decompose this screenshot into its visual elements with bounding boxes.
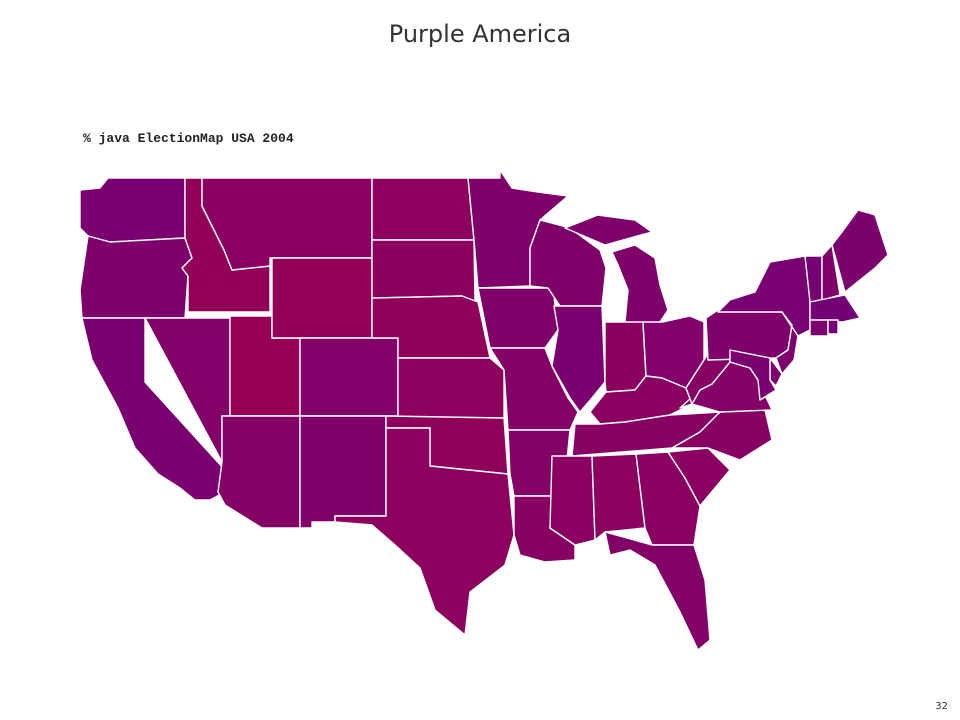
state-mo bbox=[489, 347, 579, 431]
state-ct bbox=[809, 319, 829, 337]
state-mn bbox=[467, 169, 569, 289]
state-nm bbox=[299, 415, 387, 529]
state-al bbox=[591, 453, 646, 541]
state-ia bbox=[477, 287, 559, 349]
states-layer bbox=[79, 169, 889, 651]
state-az bbox=[217, 415, 301, 529]
state-wa bbox=[79, 177, 186, 243]
state-nc bbox=[671, 409, 773, 461]
state-wi bbox=[529, 219, 607, 307]
state-nh bbox=[821, 244, 841, 301]
state-co bbox=[299, 337, 399, 417]
state-pa bbox=[705, 309, 793, 361]
state-fl bbox=[604, 531, 711, 651]
state-md bbox=[729, 349, 777, 401]
state-ma bbox=[809, 294, 861, 323]
state-nj bbox=[775, 311, 799, 375]
state-ca bbox=[81, 317, 226, 501]
state-wy bbox=[271, 257, 373, 339]
state-sd bbox=[371, 239, 476, 303]
state-ri bbox=[827, 319, 839, 335]
state-ks bbox=[397, 357, 505, 419]
state-nd bbox=[371, 177, 475, 241]
state-me bbox=[831, 209, 889, 293]
state-il bbox=[551, 305, 606, 413]
state-tx bbox=[334, 427, 515, 636]
state-or bbox=[79, 235, 193, 319]
command-line: % java ElectionMap USA 2004 bbox=[83, 131, 294, 146]
page-number: 32 bbox=[935, 701, 948, 712]
state-mt bbox=[201, 177, 373, 271]
state-in bbox=[604, 321, 647, 393]
slide-title: Purple America bbox=[388, 20, 572, 48]
state-ms bbox=[549, 455, 596, 546]
